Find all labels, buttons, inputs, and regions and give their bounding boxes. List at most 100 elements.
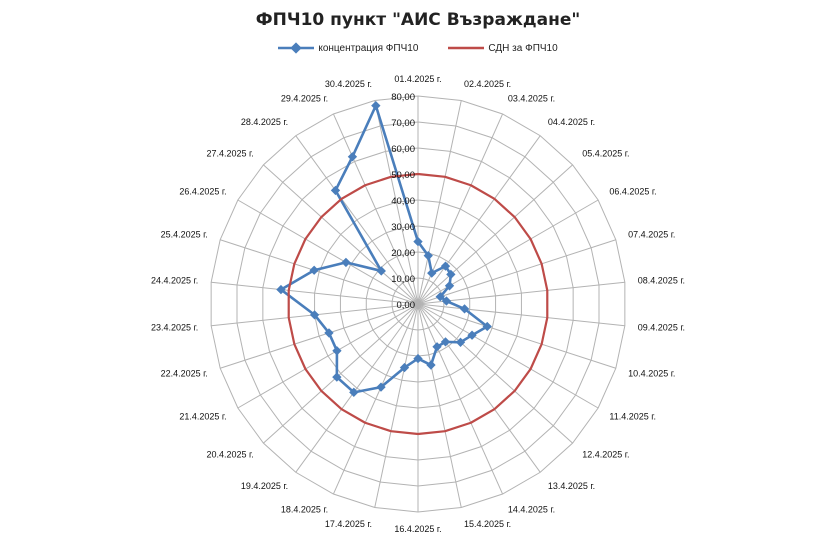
legend-marker-limit xyxy=(448,46,485,50)
grid-spoke xyxy=(374,303,419,508)
grid-spoke xyxy=(417,303,625,327)
data-point xyxy=(459,304,470,314)
grid-spoke xyxy=(332,303,419,495)
grid-spoke xyxy=(417,100,462,305)
data-point xyxy=(423,251,433,261)
data-point xyxy=(426,360,436,370)
category-label: 15.4.2025 г. xyxy=(464,519,511,529)
category-label: 20.4.2025 г. xyxy=(207,450,254,460)
category-label: 07.4.2025 г. xyxy=(628,229,675,239)
category-label: 14.4.2025 г. xyxy=(508,505,555,515)
axis-tick-label: 30,00 xyxy=(391,222,415,233)
data-point xyxy=(347,152,358,162)
data-point xyxy=(371,100,381,111)
legend-label-concentration: концентрация ФПЧ10 xyxy=(318,42,419,54)
legend-item-limit: СДН за ФПЧ10 xyxy=(448,42,558,54)
data-point xyxy=(455,337,466,347)
category-label: 27.4.2025 г. xyxy=(207,148,254,158)
axis-tick-label: 50,00 xyxy=(391,170,415,181)
data-point xyxy=(440,261,451,271)
legend: концентрация ФПЧ10 СДН за ФПЧ10 xyxy=(0,42,836,54)
data-point xyxy=(341,257,351,268)
grid-spoke xyxy=(417,303,504,495)
category-label: 24.4.2025 г. xyxy=(151,275,198,285)
series-line-limit xyxy=(287,172,549,436)
data-point xyxy=(349,387,359,398)
grid-spoke xyxy=(332,113,419,305)
chart-title: ФПЧ10 пункт "АИС Възраждане" xyxy=(255,10,581,30)
data-point xyxy=(413,236,423,247)
grid-spoke xyxy=(417,303,573,444)
grid-spoke xyxy=(417,303,541,473)
category-label: 18.4.2025 г. xyxy=(281,505,328,515)
category-label: 29.4.2025 г. xyxy=(281,93,328,103)
grid-spoke xyxy=(220,239,419,305)
category-label: 03.4.2025 г. xyxy=(508,93,555,103)
grid-spoke xyxy=(417,303,599,409)
data-point xyxy=(332,346,342,356)
axis-tick-label: 40,00 xyxy=(391,196,415,207)
grid-spoke xyxy=(263,303,419,444)
legend-marker-concentration xyxy=(278,42,315,54)
legend-label-limit: СДН за ФПЧ10 xyxy=(488,42,558,54)
axis-tick-label: 20,00 xyxy=(391,248,415,259)
category-label: 21.4.2025 г. xyxy=(179,412,226,422)
axis-tick-label: 70,00 xyxy=(391,118,415,129)
data-point xyxy=(309,310,320,320)
data-point xyxy=(427,268,437,278)
grid-spoke xyxy=(417,303,616,369)
category-label: 10.4.2025 г. xyxy=(628,369,675,379)
category-label: 23.4.2025 г. xyxy=(151,323,198,333)
grid-spoke xyxy=(237,199,419,305)
data-point xyxy=(324,328,334,338)
grid-spoke xyxy=(220,303,419,369)
grid-spoke xyxy=(263,164,419,305)
grid-spoke xyxy=(417,164,573,305)
category-label: 01.4.2025 г. xyxy=(394,74,441,84)
grid-spoke xyxy=(211,281,419,305)
data-point xyxy=(432,342,442,352)
category-label: 30.4.2025 г. xyxy=(325,79,372,89)
grid-spoke xyxy=(417,135,541,305)
legend-item-concentration: концентрация ФПЧ10 xyxy=(278,42,418,54)
category-label: 09.4.2025 г. xyxy=(638,323,685,333)
category-label: 02.4.2025 г. xyxy=(464,79,511,89)
data-point xyxy=(446,269,456,280)
category-label: 08.4.2025 г. xyxy=(638,275,685,285)
grid-spoke xyxy=(417,303,462,508)
grid-spoke xyxy=(417,281,625,305)
data-point xyxy=(330,185,341,196)
category-label: 22.4.2025 г. xyxy=(161,369,208,379)
data-point xyxy=(441,296,452,306)
grid-spoke xyxy=(237,303,419,409)
data-point xyxy=(309,265,319,275)
category-label: 04.4.2025 г. xyxy=(548,117,595,127)
axis-tick-label: 0,00 xyxy=(397,300,416,311)
data-point xyxy=(332,372,342,382)
data-point xyxy=(482,321,492,332)
category-label: 26.4.2025 г. xyxy=(179,187,226,197)
axis-tick-label: 60,00 xyxy=(391,144,415,155)
data-point xyxy=(276,284,286,295)
grid-spoke xyxy=(417,239,616,305)
grid-spoke xyxy=(374,100,419,305)
category-label: 13.4.2025 г. xyxy=(548,481,595,491)
grid-spoke xyxy=(295,303,419,473)
data-point xyxy=(399,362,410,373)
axis-tick-label: 10,00 xyxy=(391,274,415,285)
category-label: 06.4.2025 г. xyxy=(609,187,656,197)
data-point xyxy=(376,266,386,276)
category-label: 05.4.2025 г. xyxy=(582,148,629,158)
category-label: 16.4.2025 г. xyxy=(394,524,441,534)
grid-spoke xyxy=(295,135,419,305)
data-point xyxy=(435,292,445,302)
category-label: 11.4.2025 г. xyxy=(609,412,656,422)
data-point xyxy=(413,353,423,364)
category-label: 12.4.2025 г. xyxy=(582,450,629,460)
axis-tick-label: 80,00 xyxy=(391,92,415,103)
data-point xyxy=(467,330,477,340)
category-label: 19.4.2025 г. xyxy=(241,481,288,491)
category-label: 28.4.2025 г. xyxy=(241,117,288,127)
